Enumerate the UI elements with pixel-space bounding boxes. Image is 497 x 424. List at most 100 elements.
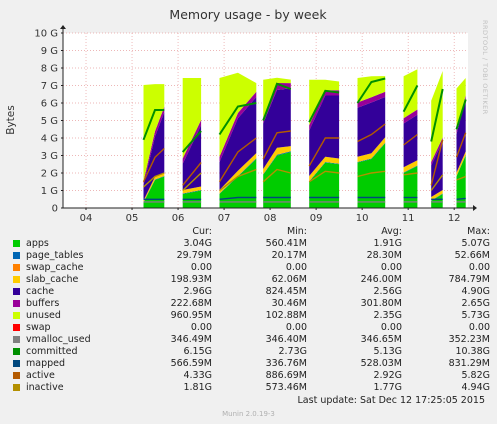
area-slab_cache bbox=[263, 146, 291, 175]
legend-avg: 0.00 bbox=[380, 322, 402, 333]
legend-max: 352.23M bbox=[448, 334, 490, 345]
legend-name: apps bbox=[26, 238, 49, 249]
legend-min: 62.06M bbox=[271, 274, 307, 285]
area-apps bbox=[357, 143, 386, 208]
legend-cur: 0.00 bbox=[190, 322, 212, 333]
line-active bbox=[455, 132, 467, 158]
legend-swatch bbox=[13, 252, 20, 259]
y-tick-label: 4 G bbox=[41, 134, 58, 145]
area-unused bbox=[357, 76, 386, 103]
area-buffers bbox=[219, 91, 257, 162]
area-apps bbox=[309, 162, 340, 208]
area-cache bbox=[403, 114, 418, 168]
legend-cur: 566.59M bbox=[170, 358, 212, 369]
legend-avg: 346.65M bbox=[360, 334, 402, 345]
legend-avg: 2.56G bbox=[373, 286, 402, 297]
area-cache bbox=[143, 112, 165, 201]
legend-min: 573.46M bbox=[265, 382, 307, 393]
area-page_tables bbox=[182, 190, 202, 194]
line-committed bbox=[402, 85, 419, 113]
x-tick-label: 11 bbox=[402, 213, 415, 224]
line-active bbox=[430, 139, 444, 186]
line-committed bbox=[356, 77, 386, 104]
legend-name: page_tables bbox=[26, 250, 84, 261]
line-active bbox=[218, 137, 257, 183]
legend-avg: 1.77G bbox=[373, 382, 402, 393]
x-tick-labels: 04 05 06 07 08 09 10 11 12 bbox=[80, 213, 461, 224]
line-inactive bbox=[219, 168, 257, 192]
area-slab_cache bbox=[143, 173, 165, 203]
legend-max: 784.79M bbox=[448, 274, 490, 285]
line-mapped bbox=[219, 196, 257, 200]
legend-name: swap bbox=[26, 322, 51, 333]
line-committed bbox=[262, 82, 292, 121]
area-slab_cache bbox=[357, 137, 386, 162]
series-lines bbox=[142, 77, 467, 203]
legend-max: 10.38G bbox=[455, 346, 490, 357]
legend-swatch bbox=[13, 372, 20, 379]
legend-cur: 29.79M bbox=[176, 250, 212, 261]
line-committed bbox=[455, 99, 467, 130]
legend-max: 52.66M bbox=[454, 250, 490, 261]
legend-swatch bbox=[13, 312, 20, 319]
line-inactive bbox=[182, 172, 202, 192]
x-axis-arrow bbox=[473, 205, 477, 211]
area-buffers bbox=[143, 106, 165, 185]
line-inactive bbox=[143, 172, 165, 188]
legend-min: 20.17M bbox=[271, 250, 307, 261]
x-tick-label: 07 bbox=[218, 213, 231, 224]
legend-max: 831.29M bbox=[448, 358, 490, 369]
line-inactive bbox=[430, 174, 444, 191]
legend-name: mapped bbox=[26, 358, 66, 369]
y-tick-label: 10 G bbox=[34, 29, 58, 40]
line-active bbox=[182, 162, 202, 186]
legend-swatch bbox=[13, 288, 20, 295]
legend-row: slab_cache 198.93M 62.06M 246.00M 784.79M bbox=[10, 274, 490, 286]
x-tick-label: 05 bbox=[126, 213, 139, 224]
legend-cur: 6.15G bbox=[183, 346, 212, 357]
legend-max: 2.65G bbox=[461, 298, 490, 309]
line-active bbox=[262, 130, 291, 160]
legend-min: 886.69M bbox=[265, 370, 307, 381]
line-mapped bbox=[456, 197, 466, 200]
legend-avg: 246.00M bbox=[360, 274, 402, 285]
area-unused bbox=[143, 84, 165, 182]
area-buffers bbox=[357, 91, 386, 108]
line-committed bbox=[181, 130, 202, 153]
legend-row: committed 6.15G 2.73G 5.13G 10.38G bbox=[10, 346, 490, 358]
header-min: Min: bbox=[286, 226, 307, 237]
legend-name: committed bbox=[26, 346, 78, 357]
legend-swatch bbox=[13, 348, 20, 355]
legend-row: page_tables 29.79M 20.17M 28.30M 52.66M bbox=[10, 250, 490, 262]
legend-row: vmalloc_used 346.49M 346.40M 346.65M 352.23M bbox=[10, 334, 490, 346]
area-slab_cache bbox=[456, 151, 466, 176]
area-apps bbox=[431, 194, 443, 208]
y-tick-label: 6 G bbox=[41, 99, 58, 110]
area-cache bbox=[309, 95, 340, 176]
legend-min: 346.40M bbox=[265, 334, 307, 345]
area-slab_cache bbox=[431, 190, 443, 201]
area-apps bbox=[143, 176, 165, 208]
legend-min: 2.73G bbox=[278, 346, 307, 357]
legend-row: apps 3.04G 560.41M 1.91G 5.07G bbox=[10, 238, 490, 250]
line-inactive bbox=[357, 170, 386, 178]
legend-max: 5.82G bbox=[461, 370, 490, 381]
area-cache bbox=[263, 88, 291, 169]
area-apps bbox=[456, 155, 466, 208]
header-cur: Cur: bbox=[192, 226, 212, 237]
legend-row: mapped 566.59M 336.76M 528.03M 831.29M bbox=[10, 358, 490, 370]
line-inactive bbox=[403, 172, 418, 176]
line-inactive bbox=[308, 170, 340, 183]
line-inactive bbox=[262, 168, 291, 183]
legend-avg: 0.00 bbox=[380, 262, 402, 273]
legend-avg: 28.30M bbox=[366, 250, 402, 261]
area-buffers bbox=[309, 90, 340, 131]
line-active bbox=[403, 133, 418, 146]
legend-name: active bbox=[26, 370, 55, 381]
legend-row: inactive 1.81G 573.46M 1.77G 4.94G bbox=[10, 382, 490, 394]
y-tick-label: 9 G bbox=[41, 46, 58, 57]
area-slab_cache bbox=[309, 156, 340, 182]
rrdtool-credit: RRDTOOL / TOBI OETIKER bbox=[481, 20, 489, 115]
x-tick-label: 06 bbox=[172, 213, 185, 224]
